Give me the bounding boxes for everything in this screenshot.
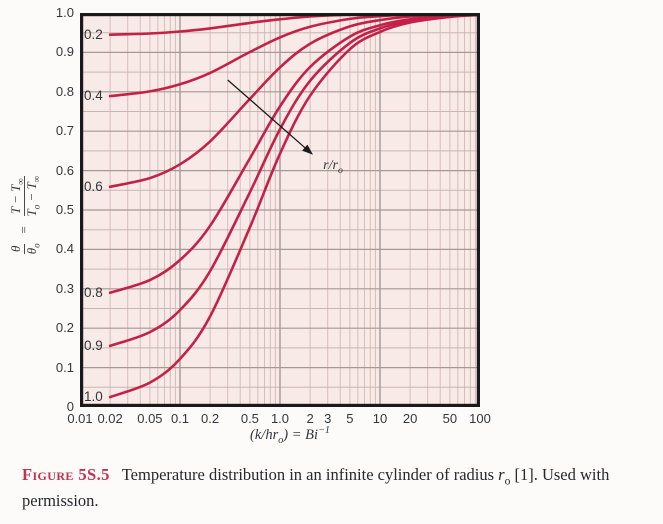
temperature-numerator: T − T∞ <box>7 176 26 217</box>
y-tick-0.5: 0.5 <box>55 202 74 217</box>
x-tick-0.05: 0.05 <box>137 411 163 426</box>
curve-label-0.9: 0.9 <box>84 337 103 353</box>
x-tick-0.2: 0.2 <box>201 411 220 426</box>
r-ro-arrowhead <box>302 144 313 155</box>
y-tick-0.8: 0.8 <box>55 83 74 99</box>
x-tick-0.5: 0.5 <box>240 411 259 426</box>
y-tick-0.7: 0.7 <box>55 123 74 139</box>
curve-label-0.4: 0.4 <box>84 88 103 104</box>
y-tick-0.2: 0.2 <box>55 320 74 336</box>
x-tick-2: 2 <box>306 411 314 426</box>
chart-plot-area <box>80 13 480 407</box>
plot-frame <box>80 13 480 407</box>
equals-sign: = <box>16 225 31 235</box>
figure-caption-number: Figure 5S.5 <box>22 465 110 484</box>
y-tick-0.1: 0.1 <box>55 359 74 375</box>
theta-numerator: θ <box>7 243 25 254</box>
curve-label-0.6: 0.6 <box>84 178 103 194</box>
curve-label-1.0: 1.0 <box>84 389 103 405</box>
y-tick-0.3: 0.3 <box>55 280 74 296</box>
curve-label-0.2: 0.2 <box>84 26 103 42</box>
x-tick-0.02: 0.02 <box>97 411 123 426</box>
y-tick-0: 0 <box>66 399 74 414</box>
curve-label-0.8: 0.8 <box>84 284 103 300</box>
curves <box>108 13 480 399</box>
x-tick-3: 3 <box>324 411 332 426</box>
curve-r-ro-0.9 <box>108 13 480 348</box>
y-tick-1.0: 1.0 <box>55 5 74 20</box>
figure-caption-text: Temperature distribution in an infinite … <box>22 465 610 510</box>
x-tick-10: 10 <box>372 411 388 426</box>
arrow-label-r-over-ro: r/ro <box>323 157 343 176</box>
curve-r-ro-0.6 <box>108 13 480 189</box>
curve-r-ro-0.8 <box>108 13 480 294</box>
curve-r-ro-1.0 <box>108 13 480 399</box>
y-tick-0.4: 0.4 <box>55 241 74 257</box>
x-tick-5: 5 <box>346 411 354 426</box>
x-axis-title: (k/hro) = Bi−1 <box>250 425 330 446</box>
x-tick-50: 50 <box>442 411 458 426</box>
x-tick-1.0: 1.0 <box>270 411 290 426</box>
y-tick-0.9: 0.9 <box>55 44 74 60</box>
r-ro-arrow <box>227 79 308 151</box>
x-tick-20: 20 <box>402 411 418 426</box>
grid-major <box>80 13 480 407</box>
x-tick-100: 100 <box>469 411 491 426</box>
x-tick-0.01: 0.01 <box>67 411 93 426</box>
x-tick-0.1: 0.1 <box>170 411 190 426</box>
figure-caption: Figure 5S.5 Temperature distribution in a… <box>22 462 646 513</box>
y-tick-0.6: 0.6 <box>55 162 74 178</box>
